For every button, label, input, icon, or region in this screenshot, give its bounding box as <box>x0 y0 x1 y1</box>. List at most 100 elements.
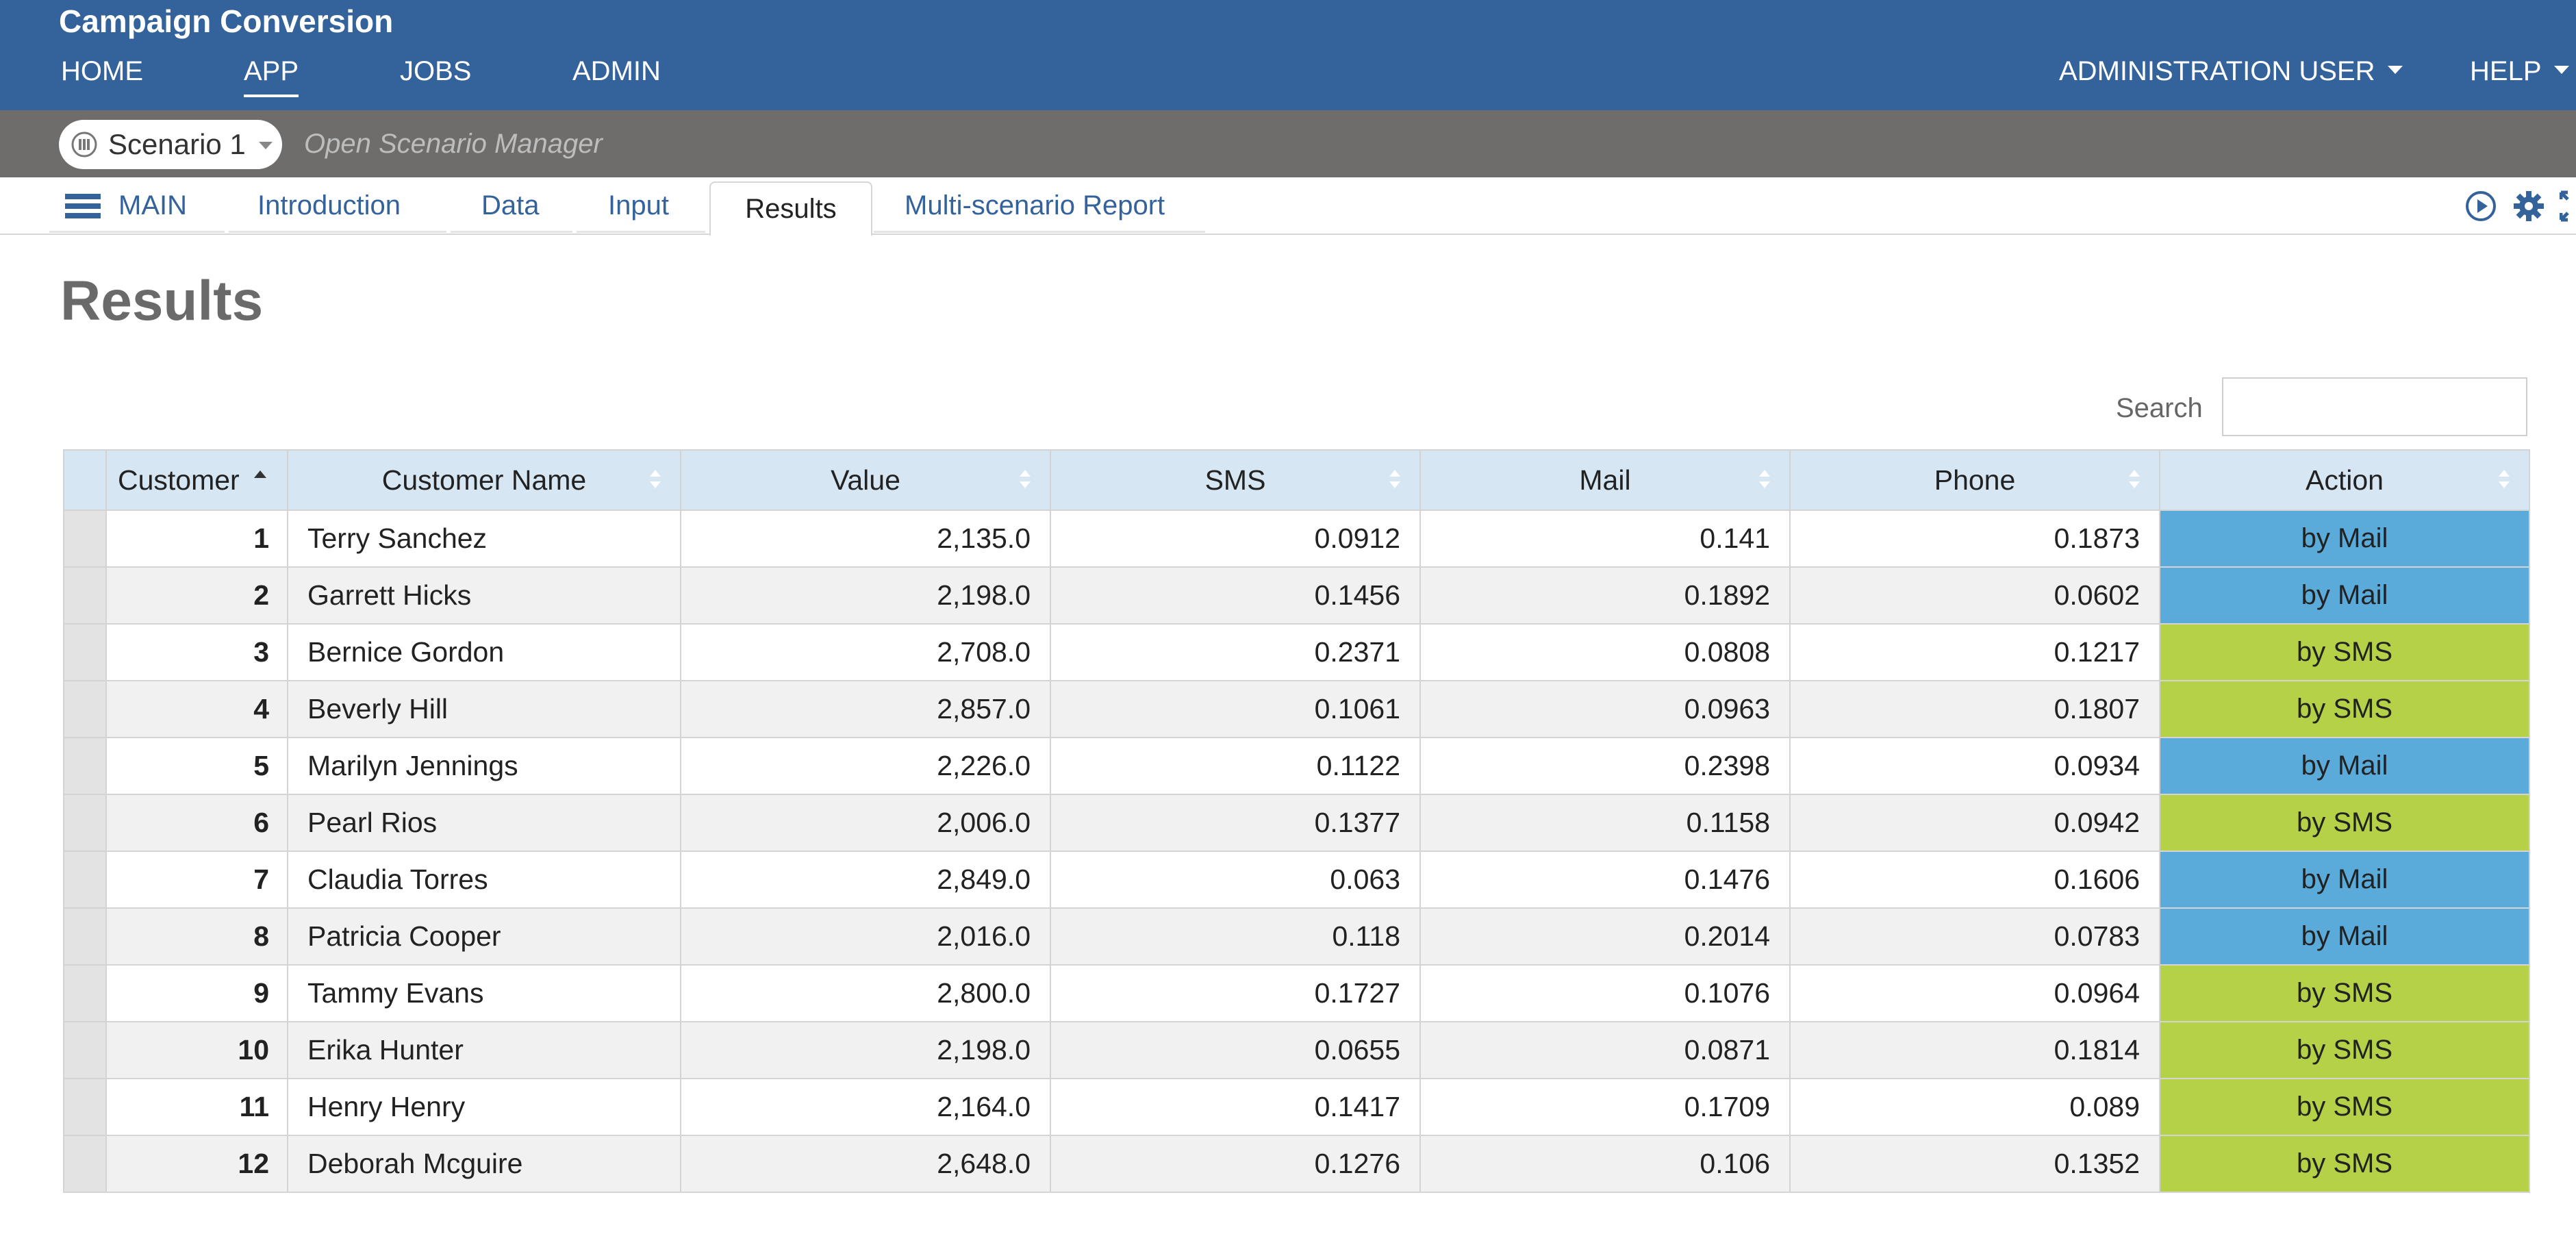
cell-sms: 0.1122 <box>1050 737 1421 795</box>
cell-action: by SMS <box>2159 680 2530 738</box>
sort-icon <box>1389 470 1400 492</box>
tab-input[interactable]: Input <box>608 190 669 221</box>
cell-mail: 0.1709 <box>1419 1078 1791 1136</box>
cell-value: 2,164.0 <box>680 1078 1051 1136</box>
row-select-cell[interactable] <box>63 1078 107 1136</box>
cell-sms: 0.1417 <box>1050 1078 1421 1136</box>
column-header-sms[interactable]: SMS <box>1050 449 1421 511</box>
table-row[interactable]: 9 Tammy Evans 2,800.0 0.1727 0.1076 0.0964 by … <box>63 964 2530 1022</box>
chevron-down-icon <box>259 142 273 149</box>
nav-app[interactable]: APP <box>244 53 299 97</box>
open-scenario-manager-link[interactable]: Open Scenario Manager <box>304 129 603 159</box>
scenario-bar: Scenario 1 <box>0 110 2576 177</box>
sort-ascending-icon <box>254 470 266 478</box>
row-select-cell[interactable] <box>63 566 107 625</box>
cell-customer-id: 9 <box>105 964 288 1022</box>
cell-value: 2,135.0 <box>680 509 1051 568</box>
column-header-customer[interactable]: Customer <box>105 449 288 511</box>
cell-action: by Mail <box>2159 509 2530 568</box>
row-select-cell[interactable] <box>63 509 107 568</box>
row-select-cell[interactable] <box>63 1135 107 1193</box>
tab-divider <box>451 231 572 233</box>
table-row[interactable]: 11 Henry Henry 2,164.0 0.1417 0.1709 0.089 by … <box>63 1078 2530 1136</box>
app-title: Campaign Conversion <box>59 3 394 39</box>
help-menu[interactable]: HELP <box>2470 53 2569 89</box>
row-select-cell[interactable] <box>63 1021 107 1079</box>
table-row[interactable]: 1 Terry Sanchez 2,135.0 0.0912 0.141 0.1873 by… <box>63 509 2530 568</box>
nav-jobs[interactable]: JOBS <box>400 56 472 86</box>
nav-admin[interactable]: ADMIN <box>572 56 661 86</box>
tab-results[interactable]: Results <box>709 181 872 236</box>
cell-phone: 0.0942 <box>1789 794 2160 852</box>
cell-customer-name: Bernice Gordon <box>287 623 681 681</box>
cell-customer-id: 12 <box>105 1135 288 1193</box>
row-select-cell[interactable] <box>63 964 107 1022</box>
cell-sms: 0.1727 <box>1050 964 1421 1022</box>
gear-icon[interactable] <box>2512 190 2545 223</box>
table-body: 1 Terry Sanchez 2,135.0 0.0912 0.141 0.1873 by… <box>63 509 2530 1193</box>
column-header-value[interactable]: Value <box>680 449 1051 511</box>
cell-value: 2,849.0 <box>680 851 1051 909</box>
table-row[interactable]: 5 Marilyn Jennings 2,226.0 0.1122 0.2398 0.09… <box>63 737 2530 795</box>
play-icon[interactable] <box>2464 190 2497 223</box>
row-select-cell[interactable] <box>63 851 107 909</box>
tab-data[interactable]: Data <box>481 190 540 221</box>
cell-mail: 0.0871 <box>1419 1021 1791 1079</box>
cell-phone: 0.1807 <box>1789 680 2160 738</box>
cell-value: 2,226.0 <box>680 737 1051 795</box>
sort-icon <box>650 470 661 492</box>
row-select-cell[interactable] <box>63 737 107 795</box>
row-select-cell[interactable] <box>63 623 107 681</box>
table-row[interactable]: 7 Claudia Torres 2,849.0 0.063 0.1476 0.1606 b… <box>63 851 2530 909</box>
cell-phone: 0.0783 <box>1789 907 2160 966</box>
cell-customer-name: Henry Henry <box>287 1078 681 1136</box>
cell-customer-id: 10 <box>105 1021 288 1079</box>
column-header-customer-name[interactable]: Customer Name <box>287 449 681 511</box>
cell-sms: 0.0655 <box>1050 1021 1421 1079</box>
cell-phone: 0.1873 <box>1789 509 2160 568</box>
fullscreen-icon[interactable] <box>2560 190 2576 223</box>
cell-mail: 0.141 <box>1419 509 1791 568</box>
column-header-phone[interactable]: Phone <box>1789 449 2160 511</box>
cell-customer-name: Marilyn Jennings <box>287 737 681 795</box>
cell-action: by SMS <box>2159 1021 2530 1079</box>
cell-mail: 0.2014 <box>1419 907 1791 966</box>
cell-customer-id: 7 <box>105 851 288 909</box>
table-row[interactable]: 12 Deborah Mcguire 2,648.0 0.1276 0.106 0.135… <box>63 1135 2530 1193</box>
column-header-label: Action <box>2306 464 2384 496</box>
column-header-mail[interactable]: Mail <box>1419 449 1791 511</box>
cell-action: by SMS <box>2159 794 2530 852</box>
tab-main[interactable]: MAIN <box>118 190 187 221</box>
cell-value: 2,198.0 <box>680 1021 1051 1079</box>
scenario-selector[interactable]: Scenario 1 <box>59 120 282 169</box>
sort-icon <box>1020 470 1031 492</box>
menu-icon[interactable] <box>65 194 101 218</box>
table-row[interactable]: 10 Erika Hunter 2,198.0 0.0655 0.0871 0.1814 b… <box>63 1021 2530 1079</box>
cell-mail: 0.0963 <box>1419 680 1791 738</box>
table-row[interactable]: 3 Bernice Gordon 2,708.0 0.2371 0.0808 0.1217… <box>63 623 2530 681</box>
chevron-down-icon <box>2387 66 2403 75</box>
top-header: Campaign Conversion HOME APP JOBS ADMIN … <box>0 0 2576 110</box>
tab-multi-scenario-report[interactable]: Multi-scenario Report <box>905 190 1165 221</box>
row-select-cell[interactable] <box>63 907 107 966</box>
cell-action: by SMS <box>2159 623 2530 681</box>
table-row[interactable]: 2 Garrett Hicks 2,198.0 0.1456 0.1892 0.0602 b… <box>63 566 2530 625</box>
cell-customer-id: 3 <box>105 623 288 681</box>
nav-home[interactable]: HOME <box>61 56 143 86</box>
cell-customer-name: Deborah Mcguire <box>287 1135 681 1193</box>
table-row[interactable]: 8 Patricia Cooper 2,016.0 0.118 0.2014 0.0783… <box>63 907 2530 966</box>
table-row[interactable]: 4 Beverly Hill 2,857.0 0.1061 0.0963 0.1807 by… <box>63 680 2530 738</box>
row-select-cell[interactable] <box>63 680 107 738</box>
row-select-cell[interactable] <box>63 794 107 852</box>
tab-divider <box>229 231 446 233</box>
cell-value: 2,648.0 <box>680 1135 1051 1193</box>
column-header-action[interactable]: Action <box>2159 449 2530 511</box>
tab-divider <box>49 231 225 233</box>
search-input[interactable] <box>2222 377 2527 436</box>
chevron-down-icon <box>2553 66 2569 75</box>
table-row[interactable]: 6 Pearl Rios 2,006.0 0.1377 0.1158 0.0942 by S… <box>63 794 2530 852</box>
tab-introduction[interactable]: Introduction <box>257 190 401 221</box>
user-menu[interactable]: ADMINISTRATION USER <box>2059 53 2403 89</box>
row-select-header[interactable] <box>63 449 107 511</box>
cell-sms: 0.2371 <box>1050 623 1421 681</box>
